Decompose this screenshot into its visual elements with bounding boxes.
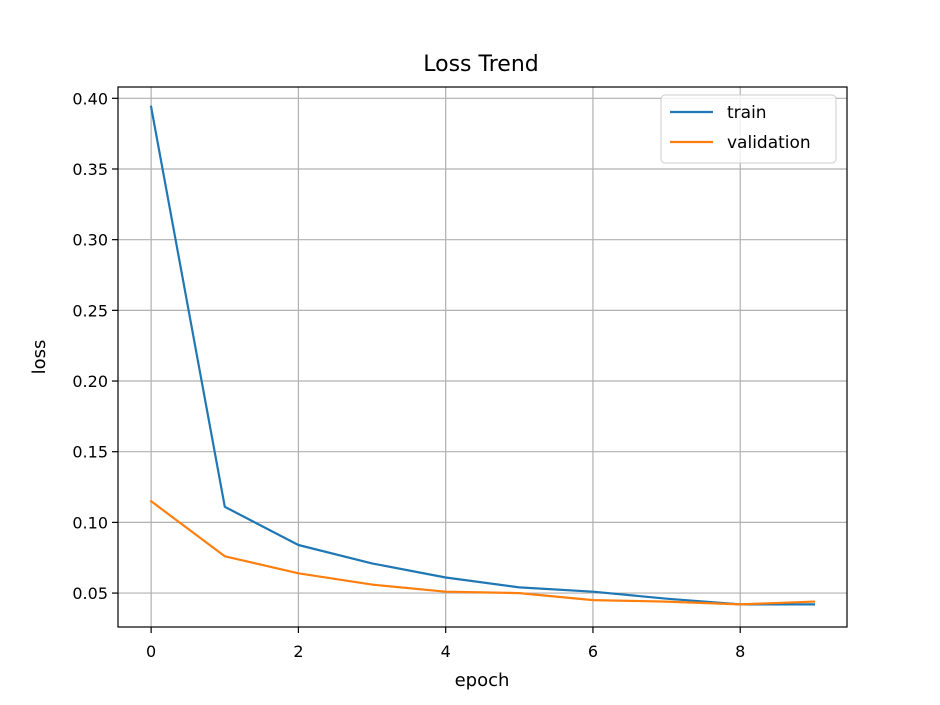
y-tick-label: 0.40 xyxy=(72,89,108,108)
legend-label-train: train xyxy=(727,103,767,123)
legend-label-validation: validation xyxy=(727,133,811,153)
grid-lines xyxy=(118,87,847,627)
y-tick-label: 0.10 xyxy=(72,513,108,532)
x-tick-label: 2 xyxy=(293,642,303,661)
plot-frame xyxy=(117,86,848,628)
series-lines xyxy=(149,105,816,606)
y-axis-label: loss xyxy=(29,340,50,375)
series-line-train xyxy=(149,105,816,606)
x-axis-ticks: 0 2 4 6 8 xyxy=(146,627,745,661)
x-axis-label: epoch xyxy=(455,670,510,691)
y-tick-label: 0.35 xyxy=(72,160,108,179)
x-tick-label: 4 xyxy=(441,642,451,661)
y-axis-ticks: 0.05 0.10 0.15 0.20 0.25 0.30 0.35 0.40 xyxy=(72,89,118,603)
x-tick-label: 8 xyxy=(735,642,745,661)
y-tick-label: 0.05 xyxy=(72,584,108,603)
legend: train validation xyxy=(660,94,837,164)
series-line-validation xyxy=(149,499,816,606)
x-tick-label: 0 xyxy=(146,642,156,661)
y-tick-label: 0.15 xyxy=(72,443,108,462)
y-tick-label: 0.20 xyxy=(72,372,108,391)
plot-area xyxy=(118,87,847,627)
chart-title: Loss Trend xyxy=(423,52,538,77)
y-tick-label: 0.30 xyxy=(72,231,108,250)
y-tick-label: 0.25 xyxy=(72,301,108,320)
x-tick-label: 6 xyxy=(588,642,598,661)
